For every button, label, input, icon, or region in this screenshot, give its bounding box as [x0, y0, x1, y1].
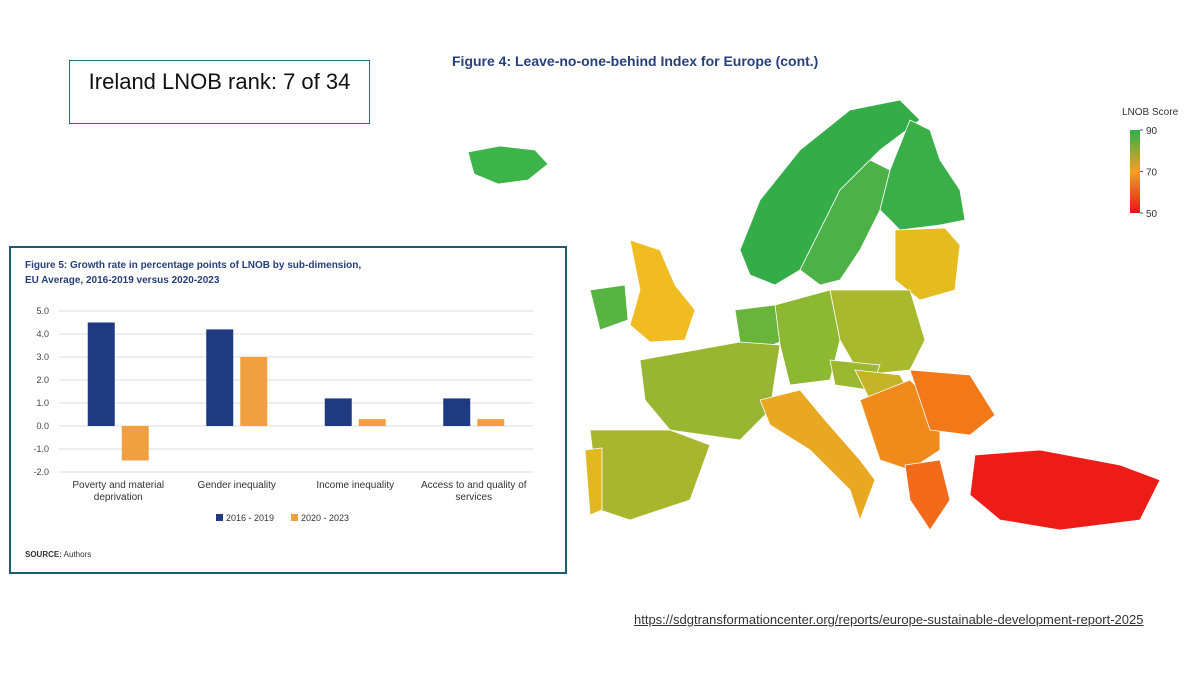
ireland: [589, 284, 629, 331]
bar: [87, 322, 115, 426]
bar: [477, 419, 505, 426]
colorbar-tick-label: 90: [1146, 126, 1158, 137]
colorbar-tick-label: 70: [1146, 168, 1158, 179]
baltics: [894, 227, 961, 301]
italy: [759, 389, 876, 522]
y-tick-label: 1.0: [36, 398, 49, 408]
y-tick-label: 0.0: [36, 421, 49, 431]
balkans: [859, 379, 941, 471]
source: SOURCE: Authors: [25, 550, 91, 559]
bar: [121, 426, 149, 461]
x-tick-label: Gender inequality: [197, 480, 276, 491]
colorbar: [1130, 130, 1140, 213]
y-tick-label: -1.0: [33, 444, 49, 454]
france: [639, 341, 781, 441]
map-title: Figure 4: Leave-no-one-behind Index for …: [452, 53, 819, 69]
map: LNOB Score 90 70 50: [467, 99, 1179, 531]
y-tick-label: -2.0: [33, 467, 49, 477]
spain: [589, 429, 711, 521]
y-tick-label: 3.0: [36, 352, 49, 362]
greece: [904, 459, 951, 531]
uk: [629, 239, 696, 343]
iceland: [467, 145, 549, 185]
romania: [909, 369, 996, 436]
source-label: SOURCE:: [25, 550, 62, 559]
colorbar-tick-label: 50: [1146, 209, 1158, 220]
norway: [739, 99, 921, 286]
colorbar-title: LNOB Score: [1122, 107, 1179, 118]
legend-swatch: [216, 514, 223, 521]
countries: [467, 99, 1161, 531]
bar: [206, 329, 234, 426]
bar: [443, 398, 471, 426]
source-link[interactable]: https://sdgtransformationcenter.org/repo…: [634, 612, 1144, 627]
source-text: Authors: [63, 550, 92, 559]
chart-title: Figure 5: Growth rate in percentage poin…: [25, 260, 362, 286]
bar: [240, 357, 268, 426]
turkey: [969, 449, 1161, 531]
legend-label: 2020 - 2023: [301, 513, 349, 523]
rank-box: Ireland LNOB rank: 7 of 34: [69, 60, 370, 124]
portugal: [584, 447, 603, 516]
bar: [324, 398, 352, 426]
x-tick-label: Income inequality: [316, 480, 395, 491]
bar: [358, 419, 386, 426]
chart-panel: Figure 5: Growth rate in percentage poin…: [9, 246, 567, 574]
x-tick-label: Access to and quality of services: [420, 480, 527, 503]
y-tick-label: 4.0: [36, 329, 49, 339]
y-tick-label: 5.0: [36, 306, 49, 316]
y-tick-label: 2.0: [36, 375, 49, 385]
germany: [774, 289, 841, 386]
legend-label: 2016 - 2019: [226, 513, 274, 523]
finland: [879, 119, 966, 231]
legend-swatch: [291, 514, 298, 521]
x-tick-label: Poverty and material deprivation: [72, 480, 165, 503]
chart: 5.0 4.0 3.0 2.0 1.0 0.0 -1.0 -2.0 2016 - 2019 202…: [33, 306, 533, 523]
